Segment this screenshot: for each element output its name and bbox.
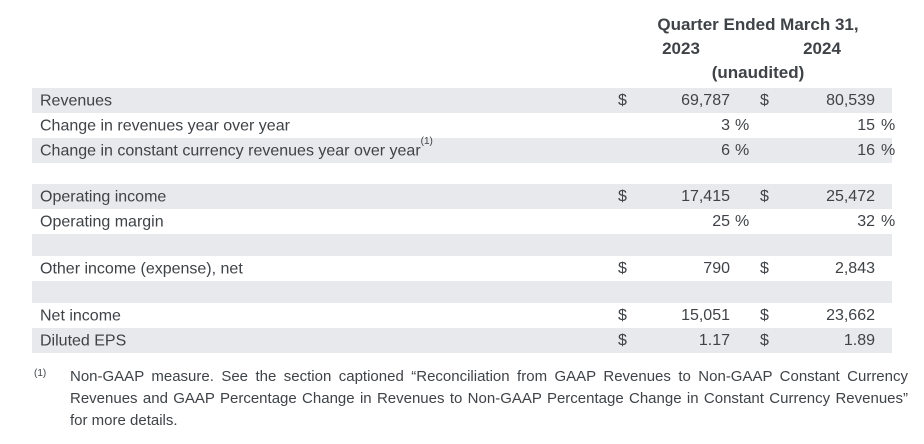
currency-symbol-2024: $ — [760, 331, 769, 349]
currency-symbol-2023: $ — [618, 91, 627, 109]
footnote: (1) Non-GAAP measure. See the section ca… — [32, 366, 908, 432]
row-label: Diluted EPS — [40, 332, 127, 350]
blank-shaded-row — [32, 234, 892, 256]
value-2024: 23,662 — [826, 306, 875, 324]
table-row-other-income: Other income (expense), net $ 790 $ 2,84… — [32, 256, 892, 281]
suffix-2024: % — [881, 116, 896, 134]
currency-symbol-2024: $ — [760, 306, 769, 324]
table-row-operating-income: Operating income $ 17,415 $ 25,472 — [32, 184, 892, 209]
currency-symbol-2023: $ — [618, 331, 627, 349]
row-label: Change in constant currency revenues yea… — [40, 135, 433, 160]
suffix-2024: % — [881, 212, 896, 230]
suffix-2023: % — [735, 212, 750, 230]
blank-gap-row — [32, 163, 892, 184]
row-label: Other income (expense), net — [40, 260, 243, 278]
currency-symbol-2024: $ — [760, 187, 769, 205]
table-row-constant-currency-change: Change in constant currency revenues yea… — [32, 135, 896, 163]
currency-symbol-2024: $ — [760, 259, 769, 277]
value-2023: 1.17 — [698, 331, 730, 349]
value-2024: 2,843 — [834, 259, 875, 277]
year-2024-header: 2024 — [803, 39, 841, 58]
value-2024: 80,539 — [826, 91, 875, 109]
value-2024: 1.89 — [843, 331, 875, 349]
row-label: Revenues — [40, 92, 113, 110]
value-2024: 15 — [857, 116, 875, 134]
value-2024: 32 — [857, 212, 875, 230]
value-2023: 15,051 — [681, 306, 730, 324]
table-row-change-in-revenues: Change in revenues year over year 3 % 15… — [32, 113, 896, 138]
period-header: Quarter Ended March 31, 2023 2024 (unaud… — [610, 13, 892, 85]
row-label: Operating margin — [40, 213, 164, 231]
blank-shaded-row — [32, 281, 892, 303]
currency-symbol-2023: $ — [618, 259, 627, 277]
value-2023: 6 — [721, 141, 730, 159]
value-2023: 3 — [721, 116, 730, 134]
table-row-diluted-eps: Diluted EPS $ 1.17 $ 1.89 — [32, 328, 892, 353]
currency-symbol-2024: $ — [760, 91, 769, 109]
unaudited-label: (unaudited) — [711, 63, 805, 82]
suffix-2024: % — [881, 141, 896, 159]
value-2024: 25,472 — [826, 187, 875, 205]
footnote-marker: (1) — [34, 368, 47, 379]
value-2023: 17,415 — [681, 187, 730, 205]
table-header: Quarter Ended March 31, 2023 2024 (unaud… — [32, 0, 892, 88]
row-label: Change in revenues year over year — [40, 117, 290, 135]
row-label: Net income — [40, 307, 121, 325]
suffix-2023: % — [735, 116, 750, 134]
period-title: Quarter Ended March 31, — [657, 15, 859, 34]
value-2023: 69,787 — [681, 91, 730, 109]
year-2023-header: 2023 — [662, 39, 700, 58]
table-row-operating-margin: Operating margin 25 % 32 % — [32, 209, 896, 234]
footnote-ref: (1) — [420, 135, 433, 147]
value-2023: 25 — [712, 212, 730, 230]
table-row-revenues: Revenues $ 69,787 $ 80,539 — [32, 88, 892, 113]
value-2024: 16 — [857, 141, 875, 159]
table-row-net-income: Net income $ 15,051 $ 23,662 — [32, 303, 892, 328]
value-2023: 790 — [703, 259, 730, 277]
suffix-2023: % — [735, 141, 750, 159]
row-label: Operating income — [40, 188, 167, 206]
currency-symbol-2023: $ — [618, 306, 627, 324]
year-columns: 2023 2024 — [610, 37, 892, 61]
currency-symbol-2023: $ — [618, 187, 627, 205]
income-statement-table: Revenues $ 69,787 $ 80,539 Change in rev… — [32, 88, 896, 353]
footnote-text: Non-GAAP measure. See the section captio… — [70, 368, 908, 429]
